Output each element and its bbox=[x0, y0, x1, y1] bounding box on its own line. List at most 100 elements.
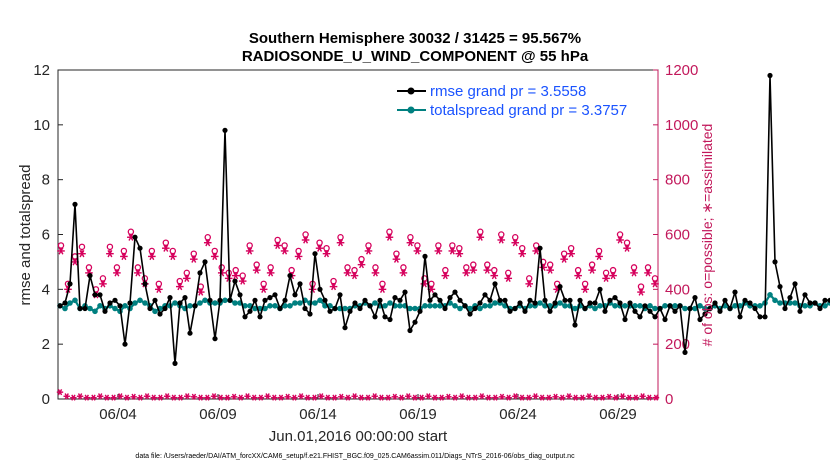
obs-bottom-point bbox=[291, 394, 298, 401]
rmse-point bbox=[807, 300, 813, 306]
totalspread-point bbox=[732, 303, 738, 309]
obs-bottom-point bbox=[405, 393, 412, 400]
obs-assimilated-point bbox=[609, 271, 617, 280]
totalspread-point bbox=[137, 297, 143, 304]
obs-bottom-point bbox=[384, 394, 392, 401]
rmse-point bbox=[127, 300, 133, 306]
rmse-point bbox=[157, 311, 163, 317]
obs-assimilated-point bbox=[469, 266, 478, 274]
obs-bottom-point bbox=[391, 393, 399, 400]
rmse-point bbox=[512, 305, 518, 312]
obs-assimilated-point bbox=[581, 285, 589, 293]
totalspread-point bbox=[197, 300, 203, 306]
x-tick-label: 06/09 bbox=[199, 406, 237, 423]
rmse-point bbox=[302, 305, 308, 312]
obs-bottom-point bbox=[297, 393, 305, 400]
obs-possible-point bbox=[281, 242, 288, 249]
obs-assimilated-point bbox=[273, 241, 282, 250]
obs-bottom-point bbox=[324, 394, 332, 401]
rmse-point bbox=[702, 311, 708, 317]
obs-assimilated-point bbox=[322, 250, 331, 258]
rmse-point bbox=[432, 292, 438, 298]
rmse-point bbox=[217, 297, 223, 303]
obs-bottom-point bbox=[217, 394, 224, 401]
y-tick-right-label: 1200 bbox=[665, 62, 698, 79]
obs-bottom-point bbox=[451, 394, 459, 401]
y-tick-right-label: 1000 bbox=[665, 117, 698, 134]
y-axis-left: 0 2 4 6 8 10 12 bbox=[33, 62, 63, 408]
totalspread-point bbox=[87, 305, 93, 312]
obs-bottom-point bbox=[525, 394, 532, 401]
rmse-point bbox=[597, 286, 603, 292]
rmse-point bbox=[592, 300, 598, 306]
obs-assimilated-point bbox=[441, 271, 450, 280]
rmse-point bbox=[567, 297, 573, 303]
rmse-point bbox=[722, 297, 728, 303]
totalspread-point bbox=[637, 303, 643, 309]
rmse-point bbox=[672, 308, 678, 314]
obs-assimilated-point bbox=[434, 247, 443, 255]
rmse-point bbox=[187, 330, 193, 336]
obs-bottom-point bbox=[572, 394, 579, 401]
rmse-point bbox=[342, 325, 348, 331]
totalspread-point bbox=[267, 303, 273, 309]
rmse-point bbox=[102, 308, 108, 314]
rmse-point bbox=[167, 295, 173, 301]
obs-bottom-point bbox=[471, 394, 479, 401]
rmse-point bbox=[307, 311, 313, 317]
rmse-point bbox=[207, 297, 213, 303]
obs-bottom-point bbox=[83, 394, 90, 401]
rmse-point bbox=[357, 305, 363, 312]
totalspread-point bbox=[317, 297, 323, 304]
rmse-point bbox=[407, 327, 413, 334]
rmse-point bbox=[177, 300, 183, 306]
obs-possible-point bbox=[323, 244, 330, 252]
obs-possible-point bbox=[595, 247, 603, 255]
obs-bottom-point bbox=[612, 394, 620, 401]
totalspread-point bbox=[172, 300, 178, 306]
obs-assimilated-point bbox=[406, 239, 415, 247]
obs-bottom-point bbox=[585, 393, 593, 400]
rmse-point bbox=[277, 305, 283, 312]
legend-spread-label: totalspread grand pr = 3.3757 bbox=[430, 102, 627, 119]
obs-assimilated-point bbox=[546, 266, 554, 274]
obs-bottom-point bbox=[271, 394, 278, 401]
obs-assimilated-point bbox=[120, 252, 128, 261]
rmse-point bbox=[222, 127, 228, 133]
totalspread-point bbox=[682, 305, 688, 312]
totalspread-point bbox=[232, 300, 238, 306]
obs-assimilated-point bbox=[588, 266, 596, 274]
obs-bottom-point bbox=[351, 393, 358, 400]
rmse-point bbox=[617, 300, 623, 306]
rmse-point bbox=[782, 305, 788, 312]
rmse-point bbox=[242, 314, 248, 320]
rmse-point bbox=[667, 303, 673, 309]
rmse-point bbox=[677, 303, 683, 309]
x-axis-label: Jun.01,2016 00:00:00 start bbox=[269, 428, 448, 445]
obs-assimilated-point bbox=[134, 269, 142, 277]
rmse-point bbox=[337, 292, 343, 298]
totalspread-point bbox=[822, 303, 828, 309]
obs-bottom-point bbox=[626, 394, 633, 401]
obs-bottom-point bbox=[364, 394, 372, 401]
totalspread-point bbox=[772, 297, 778, 304]
obs-bottom-point bbox=[311, 394, 318, 401]
obs-bottom-point bbox=[197, 394, 204, 401]
rmse-point bbox=[347, 308, 353, 314]
obs-bottom-point bbox=[331, 394, 338, 401]
rmse-point bbox=[362, 297, 368, 303]
totalspread-point bbox=[152, 308, 158, 315]
obs-bottom-point bbox=[639, 393, 646, 400]
rmse-point bbox=[682, 349, 688, 355]
obs-assimilated-point bbox=[169, 252, 177, 261]
y-tick-left-label: 6 bbox=[42, 227, 50, 244]
rmse-point bbox=[237, 292, 243, 298]
obs-possible-point bbox=[169, 247, 177, 255]
rmse-point bbox=[212, 336, 218, 342]
rmse-point bbox=[752, 305, 758, 312]
rmse-point bbox=[92, 292, 98, 298]
obs-bottom-point bbox=[418, 394, 425, 401]
totalspread-point bbox=[562, 303, 568, 309]
obs-assimilated-point bbox=[448, 247, 457, 255]
